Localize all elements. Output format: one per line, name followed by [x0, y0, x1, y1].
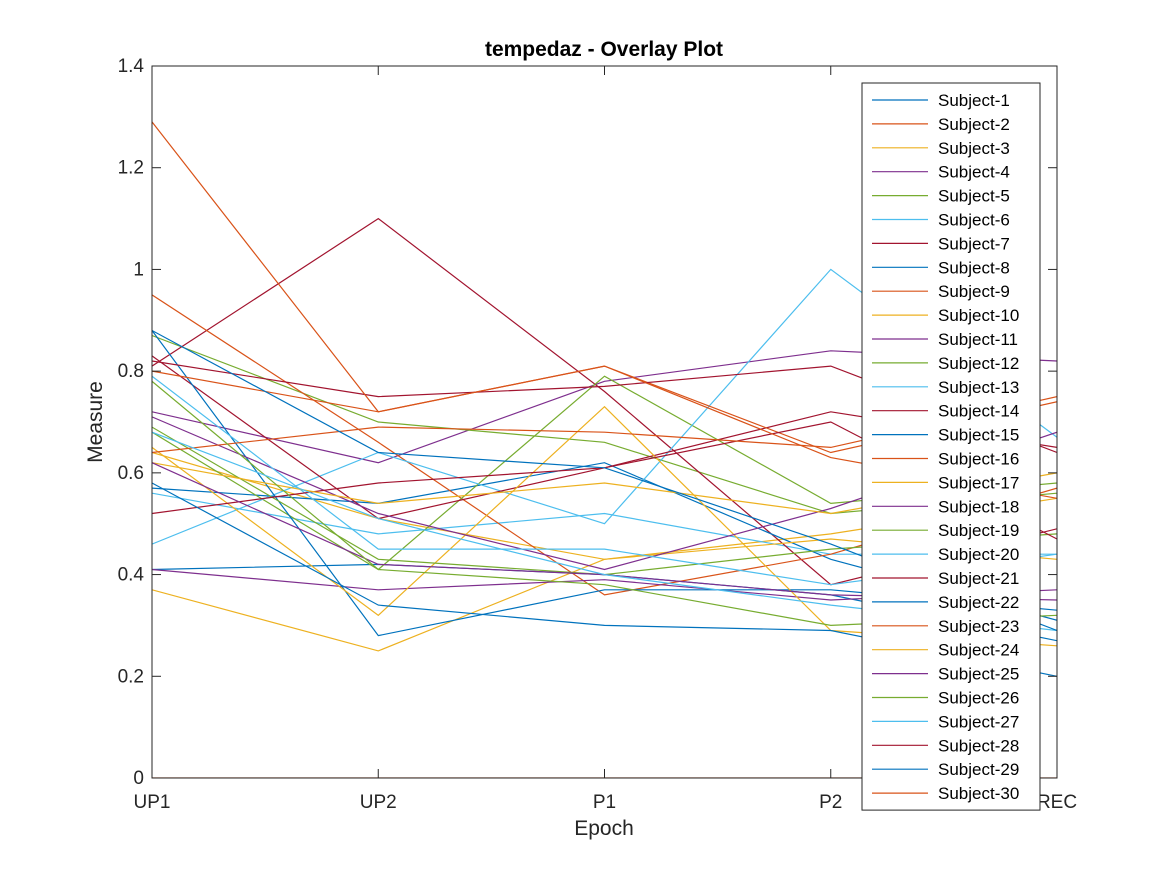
- y-tick-label: 1: [133, 259, 144, 280]
- legend-entry-label: Subject-16: [938, 450, 1019, 469]
- legend-entry-label: Subject-21: [938, 569, 1019, 588]
- y-tick-label: 1.4: [118, 56, 145, 77]
- x-tick-label: P2: [819, 792, 842, 813]
- legend-entry-label: Subject-22: [938, 593, 1019, 612]
- legend-entry-label: Subject-23: [938, 617, 1019, 636]
- y-axis-label: Measure: [84, 381, 107, 463]
- legend-entry-label: Subject-11: [938, 330, 1018, 349]
- legend-entry-label: Subject-10: [938, 306, 1019, 325]
- y-tick-label: 1.2: [118, 158, 144, 179]
- y-tick-label: 0.2: [118, 666, 144, 687]
- chart-title: tempedaz - Overlay Plot: [485, 38, 723, 61]
- legend-entry-label: Subject-29: [938, 760, 1019, 779]
- x-tick-label: UP1: [134, 792, 171, 813]
- legend-entry-label: Subject-13: [938, 378, 1019, 397]
- legend-entry-label: Subject-8: [938, 258, 1010, 277]
- legend: Subject-1 Subject-2 Subject-3 Subject-4 Subj…: [861, 82, 1041, 811]
- legend-entry-label: Subject-4: [938, 163, 1010, 182]
- legend-entry-label: Subject-3: [938, 139, 1010, 158]
- legend-entry-label: Subject-15: [938, 426, 1019, 445]
- legend-entry-label: Subject-28: [938, 736, 1019, 755]
- legend-entry-label: Subject-26: [938, 689, 1019, 708]
- x-tick-label: P1: [593, 792, 616, 813]
- legend-entry-label: Subject-5: [938, 187, 1010, 206]
- legend-entry-label: Subject-6: [938, 211, 1010, 230]
- y-tick-label: 0.6: [118, 463, 144, 484]
- y-tick-label: 0.8: [118, 361, 144, 382]
- legend-entry-label: Subject-18: [938, 497, 1019, 516]
- y-tick-label: 0: [133, 768, 144, 789]
- legend-entry-label: Subject-27: [938, 712, 1019, 731]
- legend-entry-label: Subject-30: [938, 784, 1019, 803]
- legend-entry-label: Subject-19: [938, 521, 1019, 540]
- legend-entry-label: Subject-17: [938, 473, 1019, 492]
- x-tick-label: REC: [1037, 792, 1077, 813]
- legend-box: [861, 82, 1041, 811]
- legend-entry-label: Subject-25: [938, 665, 1019, 684]
- legend-entry-label: Subject-24: [938, 641, 1019, 660]
- legend-entry-label: Subject-14: [938, 402, 1019, 421]
- legend-entry-label: Subject-20: [938, 545, 1019, 564]
- legend-entry-label: Subject-9: [938, 282, 1010, 301]
- x-axis-label: Epoch: [574, 817, 634, 840]
- x-axis: UP1 UP2 P1 P2 REC: [134, 66, 1077, 813]
- legend-entry-label: Subject-12: [938, 354, 1019, 373]
- x-tick-label: UP2: [360, 792, 397, 813]
- y-axis: 0 0.2 0.4 0.6 0.8 1 1.2 1.4: [118, 56, 1057, 789]
- legend-entry-label: Subject-7: [938, 234, 1010, 253]
- legend-entry-label: Subject-2: [938, 115, 1010, 134]
- y-tick-label: 0.4: [118, 565, 145, 586]
- legend-entry-label: Subject-1: [938, 91, 1010, 110]
